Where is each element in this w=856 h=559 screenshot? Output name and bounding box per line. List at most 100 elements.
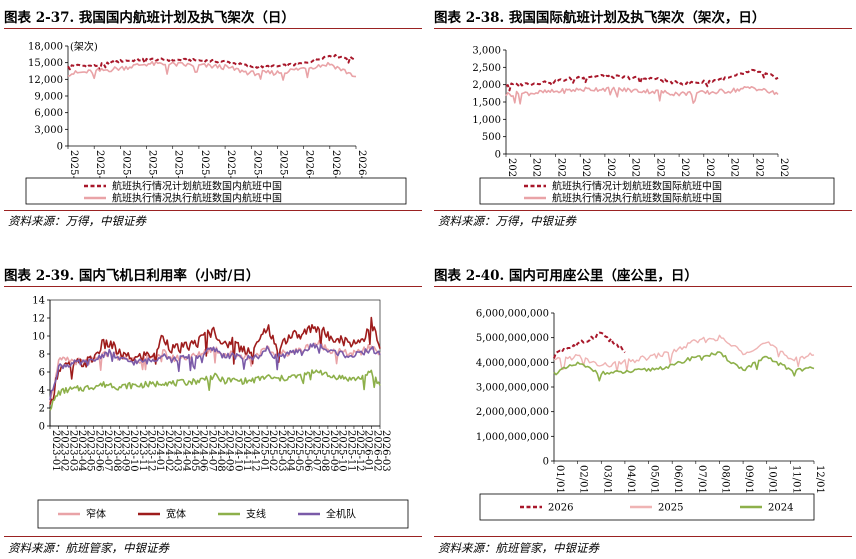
legend-box: [25, 177, 407, 205]
series-line-航班执行情况执行航班数国际航班中国: [505, 85, 779, 105]
legend-label: 2024: [768, 503, 793, 514]
y-tick-label: 500: [482, 132, 501, 143]
legend-label: 航班执行情况执行航班数国际航班中国: [552, 192, 722, 205]
legend-label: 窄体: [86, 508, 106, 521]
x-tick-label: 2025-06: [302, 430, 313, 472]
x-tick-label: 2024-10: [232, 430, 243, 472]
y-tick-label: 3,000: [34, 125, 63, 136]
bottom-rule: [4, 210, 422, 211]
series-line-2025: [553, 334, 815, 373]
x-tick-label: 11/01: [790, 465, 801, 494]
x-tick-label: 05/01: [649, 465, 660, 494]
y-tick-label: 0: [543, 457, 549, 468]
legend-label: 航班执行情况计划航班数国际航班中国: [552, 180, 722, 193]
x-tick-label: 2023-10: [128, 430, 139, 472]
x-tick-label: 2025-08: [319, 430, 330, 472]
x-tick-label: 2024-07: [206, 430, 217, 472]
y-tick-label: 4,000,000,000: [476, 358, 549, 369]
y-tick-label: 2,500: [472, 63, 501, 74]
x-tick-label: 2025-07: [147, 150, 158, 192]
x-tick-label: 2025-08: [173, 150, 184, 192]
series-line-2026: [553, 331, 626, 359]
y-tick-label: 9,000: [34, 92, 63, 103]
series-line-窄体: [49, 339, 381, 403]
x-tick-label: 2025-10: [225, 150, 236, 192]
y-tick-label: 0: [495, 150, 501, 161]
x-tick-label: 2025-10: [337, 430, 348, 472]
y-tick-label: 2,000: [472, 80, 501, 91]
x-tick-label: 2025-04: [68, 150, 79, 192]
bottom-rule: [4, 536, 422, 537]
bottom-rule: [434, 210, 852, 211]
x-tick-label: 12/01: [814, 465, 825, 494]
x-tick-label: 04/01: [625, 465, 636, 494]
chart-domestic-flights: 18,000 15,000 12,000 9,000 6,000 3,000 0 (架次) 20…: [25, 40, 407, 205]
x-tick-label: 2024-06: [198, 430, 209, 472]
y-tick-label: 2,000,000,000: [476, 407, 549, 418]
title-rule: [434, 28, 852, 29]
y-tick-label: 8: [39, 350, 45, 361]
y-tick-label: 1,000,000,000: [476, 432, 549, 443]
x-tick-label: 2026-02: [371, 430, 382, 472]
panel-title: 图表 2-40. 国内可用座公里（座公里，日）: [434, 268, 698, 284]
y-tick-label: 1,500: [472, 98, 501, 109]
title-rule: [4, 28, 422, 29]
x-tick-label: 06/01: [672, 465, 683, 494]
source-note: 资料来源：万得，中银证券: [438, 214, 576, 228]
x-tick-label: 2025-02: [267, 430, 278, 472]
y-tick-label: 0: [39, 422, 45, 433]
panel-title: 图表 2-38. 我国国际航班计划及执飞架次（架次，日）: [434, 10, 766, 26]
x-tick-label: 2025-12: [277, 150, 288, 192]
chart-international-flights: 3,0002,5002,0001,5001,00050002025-042025…: [472, 46, 835, 205]
y-tick-label: 6: [39, 368, 45, 379]
x-tick-label: 2025-09: [328, 430, 339, 472]
x-tick-label: 2026-03: [380, 430, 391, 472]
x-tick-label: 2024-01: [154, 430, 165, 472]
x-tick-label: 2024-05: [189, 430, 200, 472]
y-tick-label: 12,000: [28, 75, 63, 86]
x-tick-label: 09/01: [743, 465, 754, 494]
x-tick-label: 2026-02: [330, 150, 341, 192]
legend-label: 航班执行情况执行航班数国内航班中国: [112, 192, 282, 205]
x-tick-label: 2024-03: [172, 430, 183, 472]
title-rule: [434, 286, 852, 287]
x-tick-label: 2023-01: [50, 430, 61, 472]
legend-label: 宽体: [166, 508, 186, 521]
y-tick-label: 18,000: [28, 42, 63, 53]
series-line-2024: [553, 351, 815, 382]
x-tick-label: 2025-05: [94, 150, 105, 192]
panel-title: 图表 2-37. 我国国内航班计划及执飞架次（日）: [4, 10, 295, 26]
x-tick-label: 2024-11: [241, 430, 252, 472]
y-tick-label: 6,000,000,000: [476, 309, 549, 320]
series-line-航班执行情况执行航班数国内航班中国: [67, 60, 357, 81]
x-tick-label: 2023-08: [111, 430, 122, 472]
chart-available-seat-km: 6,000,000,000 5,000,000,000 4,000,000,000 3…: [476, 309, 825, 521]
x-tick-label: 10/01: [767, 465, 778, 494]
x-tick-label: 02/01: [578, 465, 589, 494]
x-tick-label: 2024-04: [180, 430, 191, 472]
panel-title: 图表 2-39. 国内飞机日利用率（小时/日）: [4, 268, 260, 284]
x-tick-label: 2025-06: [120, 150, 131, 192]
chart-aircraft-utilization: 141210864202023-012023-022023-032023-042…: [32, 296, 409, 529]
x-tick-label: 01/01: [554, 465, 565, 494]
y-tick-label: 12: [32, 314, 45, 325]
x-tick-label: 2023-09: [119, 430, 130, 472]
legend-label: 航班执行情况计划航班数国内航班中国: [112, 180, 282, 193]
x-tick-label: 2023-04: [76, 430, 87, 472]
y-tick-label: 4: [39, 386, 45, 397]
y-tick-label: 3,000: [472, 46, 501, 57]
y-tick-label: 10: [32, 332, 45, 343]
series-line-支线: [49, 369, 381, 411]
series-line-航班执行情况计划航班数国际航班中国: [505, 68, 779, 92]
x-tick-label: 03/01: [601, 465, 612, 494]
x-tick-label: 2024-09: [224, 430, 235, 472]
x-tick-label: 2025-03: [276, 430, 287, 472]
x-tick-label: 08/01: [719, 465, 730, 494]
x-tick-label: 2026-01: [304, 150, 315, 192]
y-tick-label: 5,000,000,000: [476, 333, 549, 344]
series-line-航班执行情况计划航班数国内航班中国: [67, 53, 357, 72]
x-tick-label: 2025-12: [354, 430, 365, 472]
x-tick-label: 2025-09: [199, 150, 210, 192]
y-tick-label: 2: [39, 404, 45, 415]
x-tick-label: 2023-11: [137, 430, 148, 472]
